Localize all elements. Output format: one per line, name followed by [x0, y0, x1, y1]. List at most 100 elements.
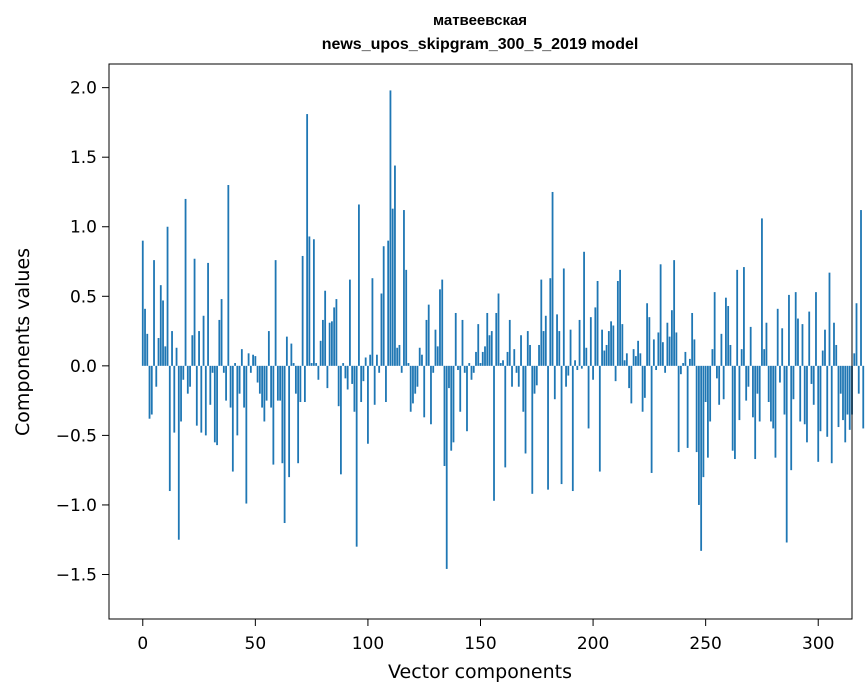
- x-tick-label: 200: [577, 634, 609, 654]
- bar: [499, 363, 502, 366]
- bar: [434, 329, 437, 366]
- bar: [526, 331, 529, 366]
- bar: [153, 260, 155, 366]
- bar: [517, 365, 520, 387]
- bar: [646, 303, 649, 366]
- bar: [306, 114, 309, 366]
- bar: [824, 329, 826, 366]
- bar: [729, 344, 732, 366]
- bar: [756, 365, 759, 394]
- bar: [774, 365, 777, 458]
- bar: [576, 365, 579, 371]
- bar: [382, 246, 385, 366]
- bar: [144, 308, 146, 366]
- bar: [661, 342, 664, 366]
- bar: [752, 365, 754, 418]
- bar: [702, 365, 705, 478]
- bar: [220, 299, 223, 366]
- bar: [409, 365, 412, 412]
- x-axis-label: Vector components: [388, 661, 572, 683]
- bar: [589, 317, 592, 366]
- bar: [155, 365, 158, 387]
- bar: [567, 365, 570, 376]
- bar: [571, 365, 574, 492]
- bar: [418, 347, 421, 366]
- bar: [360, 365, 363, 403]
- bar: [351, 365, 354, 384]
- bar: [445, 365, 448, 569]
- bar: [416, 365, 419, 387]
- bar: [308, 236, 311, 366]
- bar: [227, 185, 230, 366]
- bar: [247, 353, 250, 366]
- bar: [808, 311, 811, 366]
- bar: [461, 319, 464, 366]
- bar: [743, 267, 745, 366]
- bar: [414, 365, 417, 394]
- bar: [321, 319, 324, 366]
- bar: [452, 365, 455, 443]
- bar: [761, 218, 763, 366]
- bar: [157, 338, 160, 366]
- bar: [806, 365, 808, 443]
- bar: [817, 365, 820, 462]
- bar: [547, 365, 549, 490]
- bar: [141, 240, 144, 366]
- bar: [484, 346, 486, 366]
- bar: [229, 365, 232, 408]
- bar: [319, 340, 322, 366]
- bar: [330, 321, 333, 366]
- bar: [148, 365, 151, 419]
- bar: [385, 365, 387, 403]
- bar: [594, 307, 597, 366]
- bar: [333, 307, 336, 366]
- bar: [704, 365, 707, 403]
- bar: [614, 365, 617, 382]
- bar: [477, 324, 480, 366]
- bar: [222, 365, 225, 373]
- bar: [812, 365, 815, 405]
- bar: [150, 365, 153, 415]
- bar: [711, 349, 714, 366]
- bar: [531, 365, 534, 494]
- bar: [349, 279, 351, 366]
- bar: [486, 312, 489, 366]
- bar: [454, 312, 457, 366]
- bar: [506, 351, 509, 366]
- y-tick-label: 2.0: [70, 79, 97, 99]
- y-tick-label: −1.5: [56, 565, 97, 585]
- bar: [270, 365, 273, 408]
- y-tick-label: 1.0: [70, 218, 97, 238]
- bar: [783, 365, 786, 415]
- bar: [470, 365, 473, 380]
- bar: [515, 365, 518, 373]
- bar: [835, 344, 838, 366]
- bar: [448, 365, 450, 389]
- bar: [826, 365, 829, 437]
- bar: [265, 365, 268, 401]
- bar: [731, 365, 734, 451]
- bar: [625, 353, 628, 366]
- bar: [245, 365, 248, 504]
- bar: [745, 365, 748, 401]
- bar: [481, 351, 484, 366]
- bar: [533, 365, 536, 394]
- bar: [596, 280, 599, 366]
- bar: [844, 365, 847, 443]
- bar: [175, 347, 178, 366]
- bar: [358, 204, 360, 366]
- bar: [538, 344, 540, 366]
- bar: [292, 363, 295, 366]
- bar: [288, 365, 291, 478]
- bar: [324, 290, 327, 366]
- bar: [691, 312, 694, 366]
- bar: [616, 280, 619, 366]
- chart-title-line-1: матвеевская: [432, 12, 528, 29]
- bar: [565, 365, 567, 387]
- bar: [405, 269, 408, 366]
- bar: [535, 365, 538, 386]
- bar: [790, 365, 793, 471]
- bar: [186, 365, 189, 394]
- bar: [394, 165, 396, 366]
